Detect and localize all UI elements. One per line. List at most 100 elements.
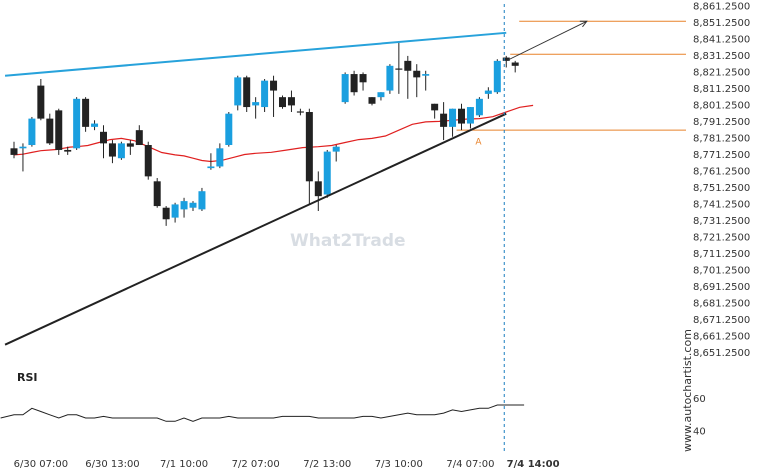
candle-body — [413, 70, 421, 78]
candle-body — [350, 74, 358, 93]
candle — [243, 75, 251, 113]
candle — [493, 59, 501, 94]
candle — [46, 113, 54, 146]
price-tick-label: 8,671.2500 — [693, 315, 750, 326]
price-tick-label: 8,681.2500 — [693, 299, 750, 310]
candle — [108, 140, 116, 164]
price-tick-label: 8,841.2500 — [693, 35, 750, 46]
price-tick-label: 8,761.2500 — [693, 167, 750, 178]
time-tick-label: 7/2 07:00 — [232, 459, 280, 470]
candle — [359, 72, 367, 91]
candle — [332, 145, 340, 162]
candle-body — [458, 108, 465, 124]
candle-body — [252, 102, 260, 106]
candle-body — [422, 74, 430, 76]
candle — [296, 108, 304, 116]
candle-body — [484, 90, 492, 94]
projection-arrow-head — [579, 20, 588, 28]
candle-body — [493, 60, 501, 93]
candle-body — [198, 191, 206, 210]
candle — [171, 202, 179, 223]
support-line — [4, 112, 507, 346]
candle — [198, 187, 206, 212]
candle — [350, 70, 358, 96]
candle-body — [216, 148, 224, 167]
candle — [484, 87, 492, 99]
candle-body — [37, 85, 45, 119]
candle — [404, 55, 412, 99]
candle-body — [180, 201, 188, 210]
candle-body — [82, 98, 90, 127]
price-tick-label: 8,751.2500 — [693, 183, 750, 194]
candle-body — [377, 92, 385, 98]
autochartist-brand: www.autochartist.com — [681, 329, 694, 452]
price-tick-label: 8,791.2500 — [693, 117, 750, 128]
price-tick-label: 8,691.2500 — [693, 282, 750, 293]
candle — [144, 141, 152, 180]
price-tick-label: 8,741.2500 — [693, 200, 750, 211]
candle — [314, 171, 322, 212]
candle — [422, 70, 430, 91]
candle-body — [225, 113, 233, 146]
moving-average-line — [13, 104, 534, 163]
candle — [270, 75, 278, 117]
watermark: What2Trade — [290, 231, 406, 251]
price-tick-label: 8,661.2500 — [693, 332, 750, 343]
candle-body — [332, 146, 340, 152]
candle — [458, 103, 465, 131]
candle — [135, 125, 143, 146]
candle — [511, 60, 519, 73]
candle-body — [171, 204, 179, 218]
candle-body — [314, 181, 322, 197]
candle — [55, 108, 63, 155]
time-tick-label: 7/2 13:00 — [303, 459, 351, 470]
candle — [225, 112, 233, 147]
price-axis: 8,861.2500 8,851.2500 8,841.2500 8,831.2500… — [693, 2, 750, 360]
watermark-text: What2Trade — [290, 231, 406, 251]
candle — [305, 108, 313, 205]
candle-body — [162, 207, 170, 220]
candle — [287, 90, 295, 113]
candle-body — [323, 151, 331, 195]
price-tick-label: 8,851.2500 — [693, 18, 750, 29]
candle — [323, 149, 331, 198]
candle-body — [431, 103, 439, 111]
candle — [82, 97, 90, 132]
candle-body — [117, 143, 125, 159]
price-tick-label: 8,781.2500 — [693, 134, 750, 145]
time-tick-label: 6/30 13:00 — [85, 459, 139, 470]
candle-body — [287, 97, 295, 106]
price-tick-label: 8,801.2500 — [693, 101, 750, 112]
time-tick-label: 7/4 14:00 — [507, 459, 560, 470]
candle — [126, 140, 134, 155]
candle-body — [126, 143, 134, 147]
candle — [475, 97, 483, 117]
candle — [234, 75, 242, 111]
candle — [28, 116, 36, 147]
candle — [395, 41, 403, 94]
candle — [502, 55, 510, 68]
candle — [466, 107, 474, 129]
candle — [162, 206, 170, 226]
candle — [261, 79, 269, 113]
candle — [449, 108, 457, 137]
candle-body — [466, 107, 474, 124]
projection-arrow — [506, 20, 588, 62]
candle — [73, 97, 81, 150]
candle-body — [449, 108, 457, 127]
time-tick-label: 7/3 10:00 — [375, 459, 423, 470]
candle-body — [386, 65, 394, 91]
candle-body — [234, 77, 242, 106]
price-tick-label: 8,811.2500 — [693, 84, 750, 95]
time-tick-label: 6/30 07:00 — [14, 459, 68, 470]
candle-body — [55, 110, 63, 150]
candle-body — [28, 118, 36, 146]
candle-body — [404, 60, 412, 71]
rsi-line — [0, 404, 525, 422]
candle-body — [73, 98, 81, 149]
candle — [216, 143, 224, 169]
candle — [100, 125, 107, 159]
rsi-tick-label: 60 — [693, 394, 706, 405]
candle-body — [440, 113, 448, 127]
candle — [413, 64, 421, 98]
